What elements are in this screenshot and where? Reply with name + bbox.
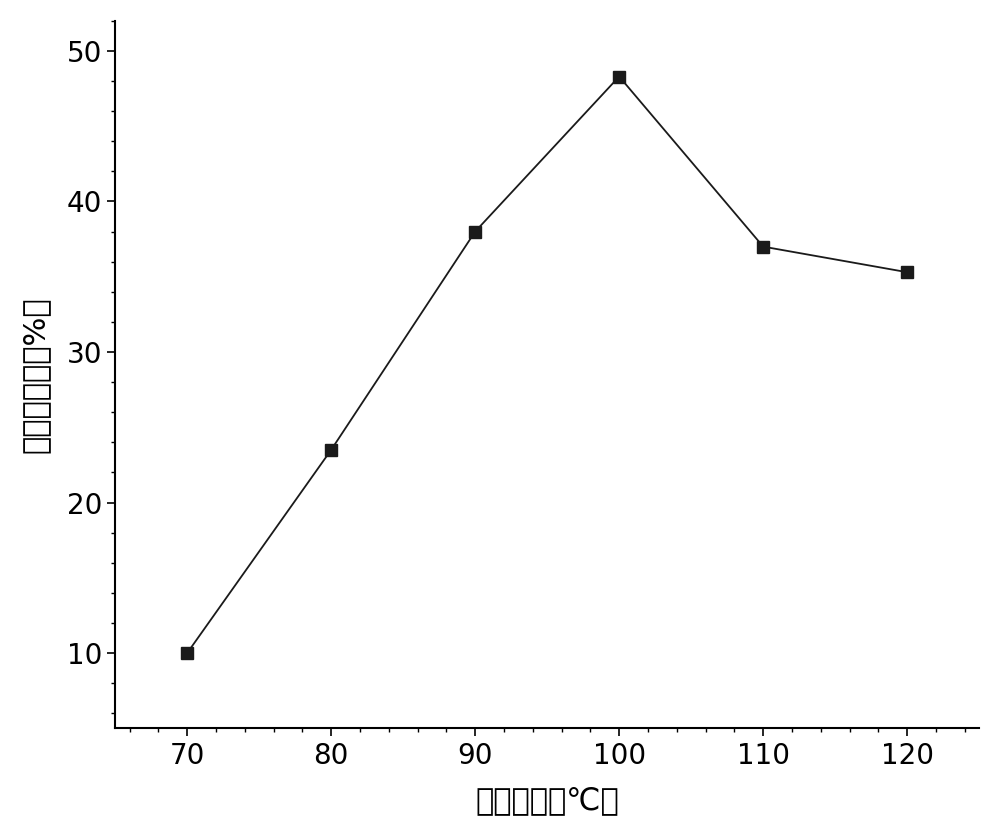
Y-axis label: 马来酸产率（%）: 马来酸产率（%） [21,296,50,453]
X-axis label: 反应温度（℃）: 反应温度（℃） [475,786,619,815]
